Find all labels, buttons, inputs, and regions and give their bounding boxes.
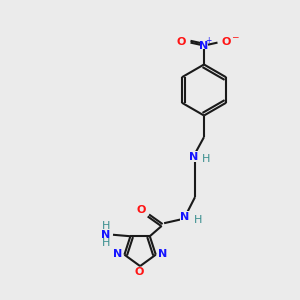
Text: H: H	[194, 214, 202, 225]
Text: O: O	[177, 37, 186, 47]
Text: O: O	[222, 37, 231, 47]
Text: H: H	[102, 221, 110, 231]
Text: N: N	[181, 212, 190, 222]
Text: N: N	[189, 152, 198, 162]
Text: +: +	[205, 36, 211, 45]
Text: O: O	[135, 267, 144, 277]
Text: H: H	[102, 238, 110, 248]
Text: H: H	[202, 154, 211, 164]
Text: N: N	[113, 249, 122, 259]
Text: N: N	[101, 230, 110, 240]
Text: N: N	[158, 249, 167, 259]
Text: −: −	[232, 32, 239, 41]
Text: N: N	[200, 41, 208, 51]
Text: O: O	[136, 205, 146, 215]
